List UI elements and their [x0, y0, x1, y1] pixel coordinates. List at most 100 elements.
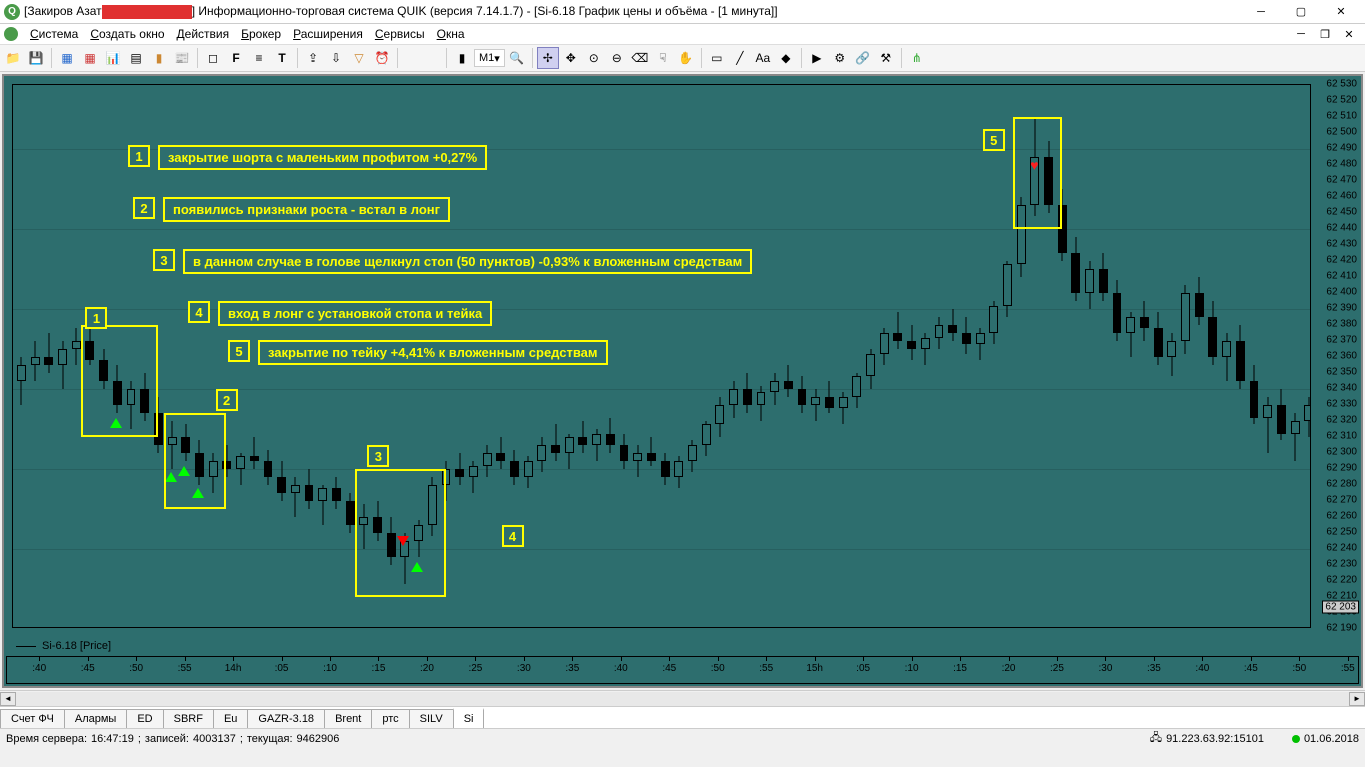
tool-open-icon[interactable]: 📁	[2, 47, 24, 69]
minimize-button[interactable]: ─	[1241, 1, 1281, 23]
yaxis-label: 62 360	[1326, 351, 1357, 362]
region-label-5: 5	[983, 129, 1005, 151]
tab-si[interactable]: Si	[453, 708, 485, 728]
doc-icon	[4, 27, 18, 41]
tool-play-icon[interactable]: ▶	[806, 47, 828, 69]
scroll-left-button[interactable]: ◄	[0, 692, 16, 706]
tool-eraser-icon[interactable]: ⌫	[629, 47, 651, 69]
time-label: :15	[372, 663, 386, 674]
tool-crosshair-icon[interactable]: ✢	[537, 47, 559, 69]
child-minimize-button[interactable]: ─	[1289, 26, 1313, 42]
connection-led-icon	[1292, 735, 1300, 743]
tool-label-icon[interactable]: Aa	[752, 47, 774, 69]
annotation-text-4: вход в лонг с установкой стопа и тейка	[218, 301, 492, 326]
tool-text-icon[interactable]: T	[271, 47, 293, 69]
annotation-text-3: в данном случае в голове щелкнул стоп (5…	[183, 249, 752, 274]
time-label: :25	[468, 663, 482, 674]
menu-создать-окно[interactable]: Создать окно	[84, 25, 170, 43]
yaxis-label: 62 300	[1326, 447, 1357, 458]
tool-table-red-icon[interactable]: ▦	[79, 47, 101, 69]
tool-export-icon[interactable]: ⇪	[302, 47, 324, 69]
time-label: :45	[662, 663, 676, 674]
tool-pointer-icon[interactable]: ☟	[652, 47, 674, 69]
tab-sbrf[interactable]: SBRF	[163, 709, 214, 728]
time-label: :20	[420, 663, 434, 674]
tool-save-icon[interactable]: 💾	[25, 47, 47, 69]
tool-inspector-icon[interactable]: ⊙	[583, 47, 605, 69]
menu-расширения[interactable]: Расширения	[287, 25, 369, 43]
tool-filter-icon[interactable]: ▽	[348, 47, 370, 69]
tab-ртс[interactable]: ртс	[371, 709, 409, 728]
tool-rect-icon[interactable]: ▭	[706, 47, 728, 69]
maximize-button[interactable]: ▢	[1281, 1, 1321, 23]
tool-link-icon[interactable]: 🔗	[852, 47, 874, 69]
yaxis-label: 62 490	[1326, 143, 1357, 154]
region-label-1: 1	[85, 307, 107, 329]
menu-система[interactable]: Система	[24, 25, 84, 43]
time-label: :35	[565, 663, 579, 674]
tool-zoomout-icon[interactable]: ⊖	[606, 47, 628, 69]
timeframe-select[interactable]: M1 ▾	[474, 49, 505, 67]
yaxis-label: 62 330	[1326, 399, 1357, 410]
region-label-3: 3	[367, 445, 389, 467]
tool-bars-icon[interactable]: ▮	[148, 47, 170, 69]
tool-line-icon[interactable]: ╱	[729, 47, 751, 69]
region-box-3	[355, 469, 445, 597]
tool-indicator-icon[interactable]: ⋔	[906, 47, 928, 69]
menu-сервисы[interactable]: Сервисы	[369, 25, 431, 43]
close-button[interactable]: ✕	[1321, 1, 1361, 23]
tool-move-icon[interactable]: ✥	[560, 47, 582, 69]
tab-счет-фч[interactable]: Счет ФЧ	[0, 709, 65, 728]
tool-gear-icon[interactable]: ⚙	[829, 47, 851, 69]
tab-brent[interactable]: Brent	[324, 709, 372, 728]
scroll-right-button[interactable]: ►	[1349, 692, 1365, 706]
tool-window-icon[interactable]: ◻	[202, 47, 224, 69]
tool-import-icon[interactable]: ⇩	[325, 47, 347, 69]
region-box-5	[1013, 117, 1062, 229]
tool-orders-icon[interactable]: ≡	[248, 47, 270, 69]
child-restore-button[interactable]: ❐	[1313, 26, 1337, 42]
yaxis-label: 62 410	[1326, 271, 1357, 282]
chart-window: ♥1закрытие шорта с маленьким профитом +0…	[2, 74, 1363, 688]
yaxis-label: 62 430	[1326, 239, 1357, 250]
menu-брокер[interactable]: Брокер	[235, 25, 287, 43]
time-label: :55	[759, 663, 773, 674]
tab-silv[interactable]: SILV	[409, 709, 454, 728]
tool-table-blue-icon[interactable]: ▦	[56, 47, 78, 69]
yaxis-label: 62 190	[1326, 623, 1357, 634]
yaxis-label: 62 240	[1326, 543, 1357, 554]
yaxis-label: 62 420	[1326, 255, 1357, 266]
region-label-2: 2	[216, 389, 238, 411]
menu-действия[interactable]: Действия	[171, 25, 236, 43]
tool-candle-icon[interactable]: ▮	[451, 47, 473, 69]
tool-marker-icon[interactable]: ◆	[775, 47, 797, 69]
chart-canvas[interactable]: ♥1закрытие шорта с маленьким профитом +0…	[12, 84, 1311, 628]
time-label: :35	[1147, 663, 1161, 674]
annotation-number-1: 1	[128, 145, 150, 167]
yaxis-label: 62 510	[1326, 111, 1357, 122]
tool-zoom-icon[interactable]: 🔍	[506, 47, 528, 69]
tab-алармы[interactable]: Алармы	[64, 709, 127, 728]
tool-fkey-icon[interactable]: F	[225, 47, 247, 69]
yaxis-label: 62 470	[1326, 175, 1357, 186]
current-price-label: 62 203	[1322, 601, 1359, 614]
tab-ed[interactable]: ED	[126, 709, 163, 728]
yaxis-label: 62 280	[1326, 479, 1357, 490]
tool-settings-icon[interactable]: ⚒	[875, 47, 897, 69]
tool-alarm-icon[interactable]: ⏰	[371, 47, 393, 69]
tool-news-icon[interactable]: 📰	[171, 47, 193, 69]
tab-eu[interactable]: Eu	[213, 709, 248, 728]
time-label: :50	[129, 663, 143, 674]
yaxis-label: 62 370	[1326, 335, 1357, 346]
time-label: :45	[1244, 663, 1258, 674]
horizontal-scrollbar[interactable]: ◄ ►	[0, 690, 1365, 706]
child-close-button[interactable]: ✕	[1337, 26, 1361, 42]
time-label: :05	[856, 663, 870, 674]
tool-grid-icon[interactable]: ▤	[125, 47, 147, 69]
tool-chart-icon[interactable]: 📊	[102, 47, 124, 69]
menu-окна[interactable]: Окна	[431, 25, 471, 43]
yaxis-label: 62 530	[1326, 79, 1357, 90]
toolbar: 📁 💾 ▦ ▦ 📊 ▤ ▮ 📰 ◻ F ≡ T ⇪ ⇩ ▽ ⏰ ▮ M1 ▾ 🔍…	[0, 44, 1365, 72]
tab-gazr-3-18[interactable]: GAZR-3.18	[247, 709, 325, 728]
tool-hand-icon[interactable]: ✋	[675, 47, 697, 69]
